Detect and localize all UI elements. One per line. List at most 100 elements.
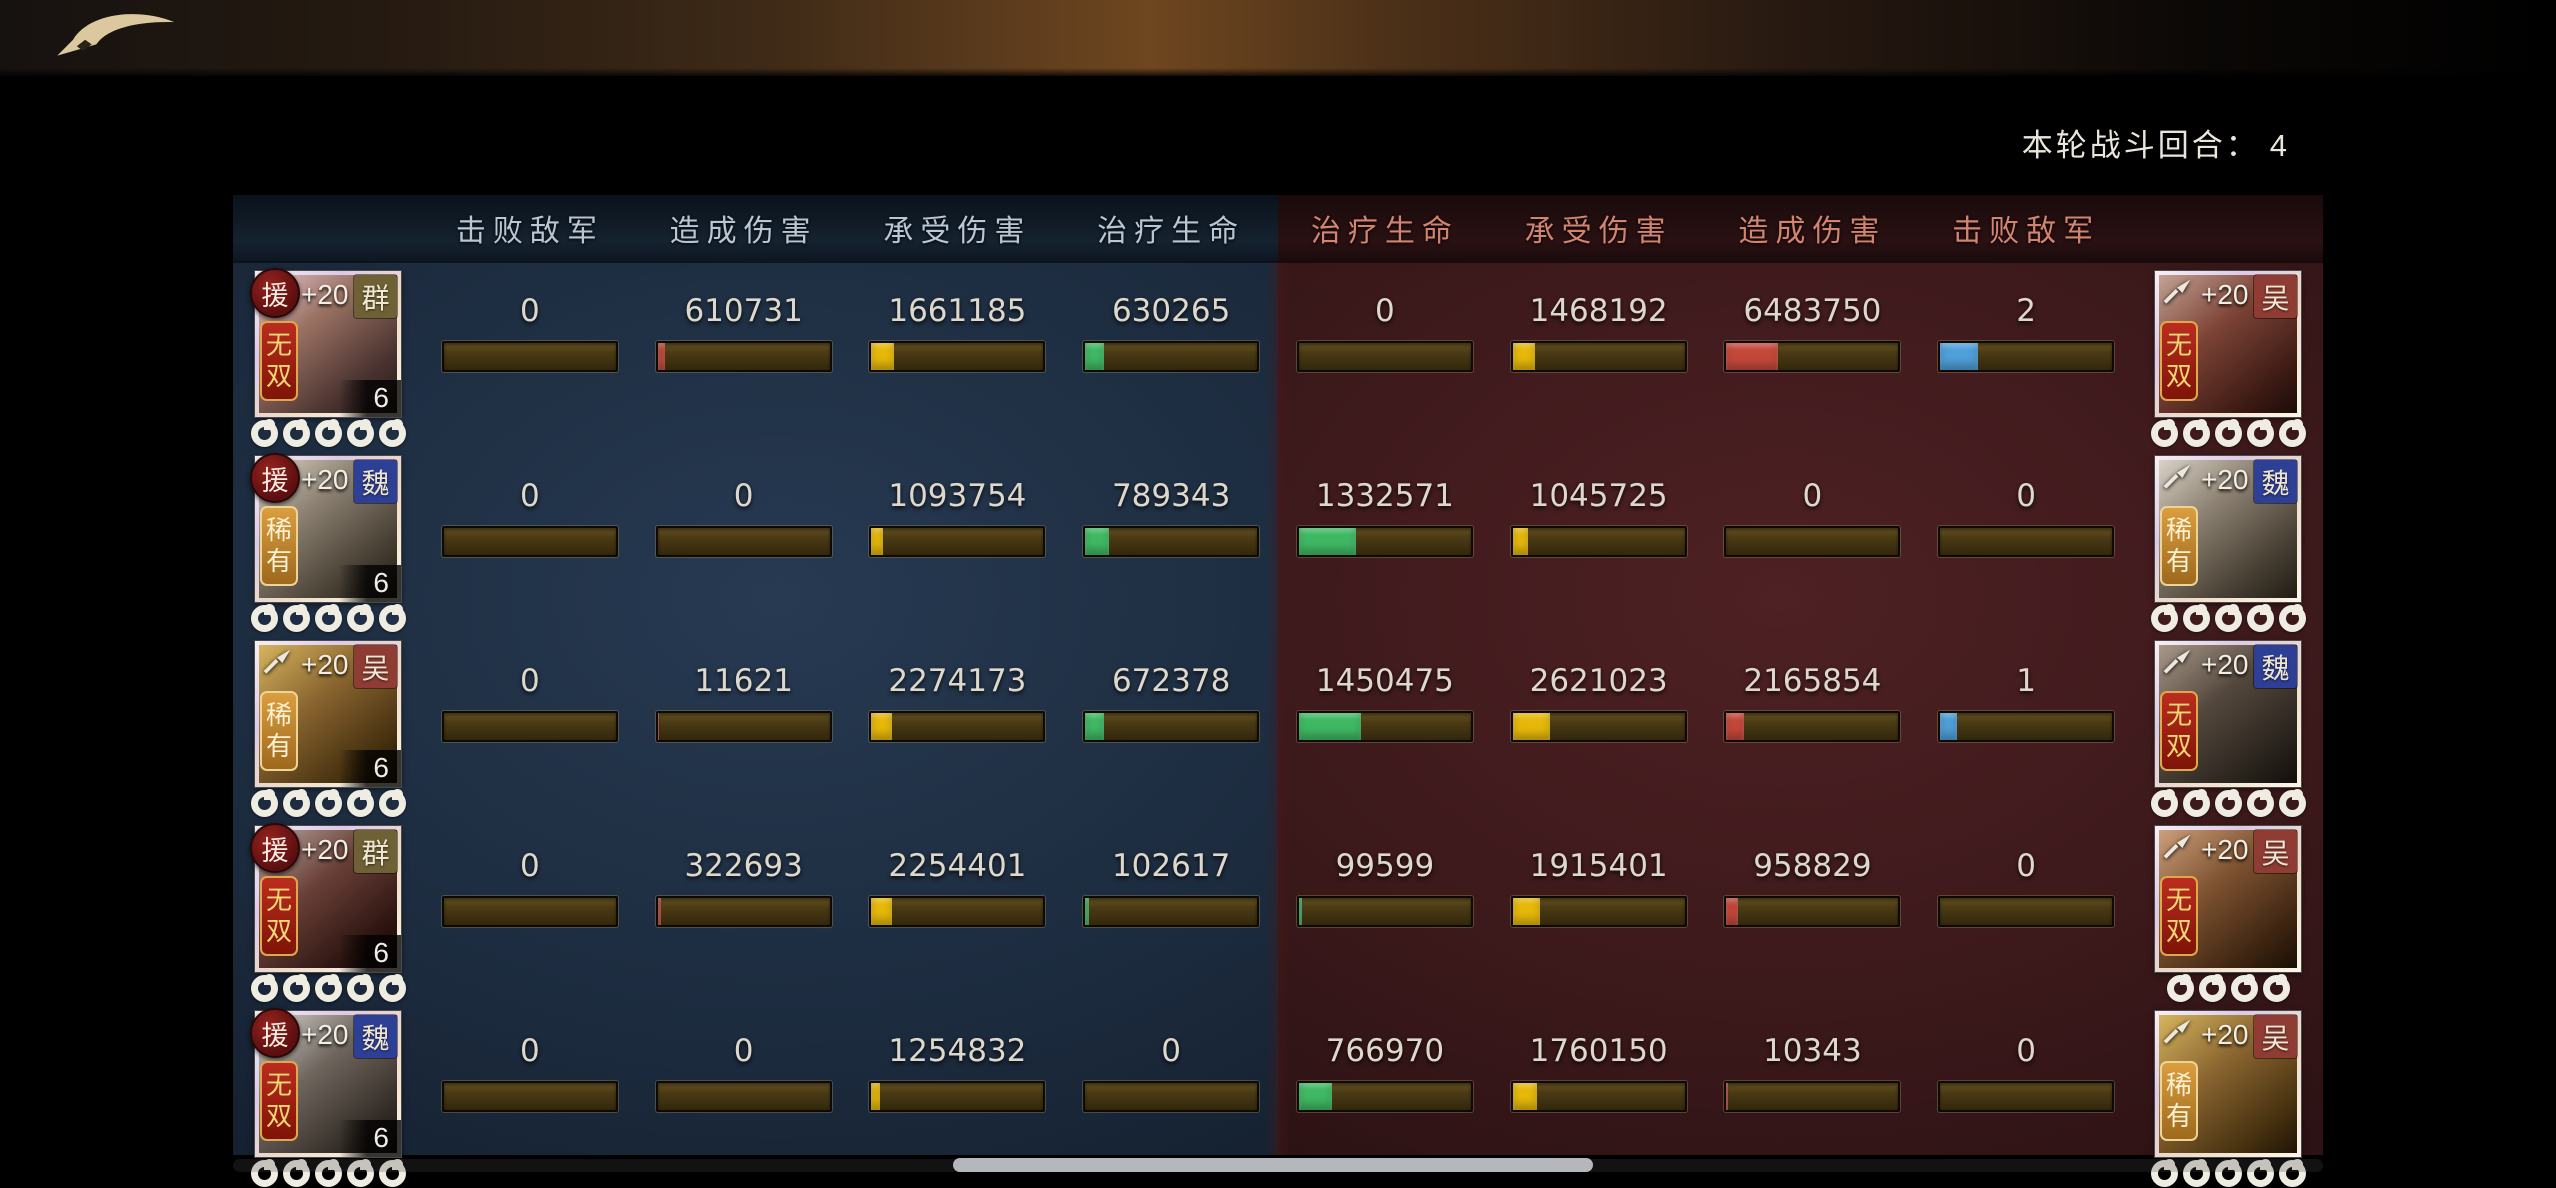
- battle-row: 援 +20 魏 稀有 稀有 6: [233, 448, 2323, 633]
- stat-bar-fill: [1940, 343, 1978, 370]
- hero-card-frame: +20 吴 稀有 稀有 6: [255, 641, 401, 787]
- round-counter-label: 本轮战斗回合：: [2021, 128, 2260, 163]
- stat-cell: 322693: [637, 818, 851, 1003]
- stat-cell: 1450475: [1278, 633, 1492, 818]
- support-badge: 援: [250, 823, 300, 873]
- back-arrow-icon: [57, 14, 175, 56]
- hero-card-frame: +20 吴 稀有 稀有: [2155, 1011, 2301, 1157]
- ally-hero-card[interactable]: 援 +20 群 无双 无双 6: [233, 818, 423, 1003]
- horizontal-scrollbar-thumb[interactable]: [953, 1158, 1593, 1172]
- dragon-icon: [2246, 604, 2274, 632]
- stat-value: 1045725: [1529, 478, 1668, 514]
- stat-bar-fill: [1726, 1083, 1729, 1110]
- axe-icon: [2163, 834, 2191, 859]
- stat-bar: [1296, 1081, 1473, 1112]
- dragon-icon: [2214, 604, 2242, 632]
- stat-bar-fill: [871, 1083, 880, 1110]
- stat-bar-fill: [871, 898, 892, 925]
- dragon-icon: [250, 974, 278, 1002]
- stat-bar: [441, 711, 618, 742]
- enhance-level: +20: [2201, 279, 2249, 310]
- stat-cell: 789343: [1064, 448, 1278, 633]
- stat-bar: [655, 711, 832, 742]
- header-damage-dealt-left: 造成伤害: [669, 215, 818, 248]
- awaken-stars: [2150, 419, 2306, 448]
- enemy-hero-card[interactable]: +20 魏 无双 无双: [2133, 633, 2323, 818]
- ally-hero-card[interactable]: +20 吴 稀有 稀有 6: [233, 633, 423, 818]
- stat-cell: 610731: [637, 263, 851, 448]
- faction-badge: 群: [354, 275, 397, 318]
- stat-bar: [1938, 341, 2115, 372]
- stat-bar-fill: [871, 713, 892, 740]
- ally-hero-card[interactable]: 援 +20 群 无双 无双 6: [233, 263, 423, 448]
- stat-bar: [655, 526, 832, 557]
- stat-cell: 0: [423, 1003, 637, 1188]
- stat-value: 958829: [1753, 848, 1872, 884]
- support-badge: 援: [250, 453, 300, 503]
- stat-bar: [655, 1081, 832, 1112]
- hero-card-frame: 援 +20 魏 无双 无双 6: [250, 1008, 401, 1157]
- stat-value: 0: [1161, 1033, 1181, 1069]
- stat-value: 99599: [1335, 848, 1435, 884]
- awaken-stars: [2150, 789, 2306, 818]
- dragon-icon: [282, 419, 310, 447]
- stat-cell: 0: [423, 448, 637, 633]
- stat-value: 0: [520, 848, 540, 884]
- stat-cell: 2274173: [851, 633, 1065, 818]
- enemy-hero-card[interactable]: +20 吴 无双 无双: [2133, 818, 2323, 1003]
- stat-bar: [1083, 896, 1260, 927]
- enemy-hero-card[interactable]: +20 吴 稀有 稀有: [2133, 1003, 2323, 1188]
- enemy-hero-card[interactable]: +20 吴 无双 无双: [2133, 263, 2323, 448]
- support-badge-label: 援: [261, 835, 289, 866]
- dragon-icon: [314, 789, 342, 817]
- back-button[interactable]: [48, 8, 178, 66]
- stat-value: 0: [2016, 848, 2036, 884]
- stat-value: 630265: [1111, 293, 1231, 329]
- stat-value: 789343: [1111, 478, 1231, 514]
- stat-cell: 2621023: [1492, 633, 1706, 818]
- stat-bar: [441, 896, 618, 927]
- stat-bar: [441, 1081, 618, 1112]
- ally-stats: 0 322693 2254401: [423, 818, 1278, 1003]
- stat-bar: [655, 341, 832, 372]
- stat-value: 1: [2016, 663, 2036, 699]
- enhance-level: +20: [301, 649, 349, 680]
- stat-bar: [1510, 1081, 1687, 1112]
- rarity-tag: 无双: [260, 876, 298, 957]
- stat-bar-fill: [1298, 898, 1303, 925]
- awaken-stars: [250, 974, 406, 1003]
- stat-cell: 0: [423, 633, 637, 818]
- enemy-hero-card[interactable]: +20 魏 稀有 稀有: [2133, 448, 2323, 633]
- stat-bar: [1296, 711, 1473, 742]
- dragon-icon: [2246, 789, 2274, 817]
- enhance-level: +20: [301, 279, 349, 310]
- stat-value: 2621023: [1529, 663, 1668, 699]
- dragon-icon: [378, 789, 406, 817]
- stat-cell: 0: [637, 1003, 851, 1188]
- ally-headers: 击败敌军 造成伤害 承受伤害 治疗生命: [233, 195, 1278, 261]
- ally-stats: 0 0 1093754: [423, 448, 1278, 633]
- hero-card-frame: 援 +20 群 无双 无双 6: [250, 268, 401, 417]
- ally-hero-card[interactable]: 援 +20 魏 稀有 稀有 6: [233, 448, 423, 633]
- stat-cell: 1: [1919, 633, 2133, 818]
- stat-cell: 0: [1278, 263, 1492, 448]
- stat-value: 102617: [1111, 848, 1231, 884]
- stat-value: 0: [733, 478, 754, 514]
- faction-badge: 吴: [2254, 830, 2297, 873]
- stat-bar: [655, 896, 832, 927]
- stat-bar: [1510, 526, 1687, 557]
- stat-value: 2274173: [888, 663, 1027, 699]
- stat-bar-fill: [1085, 713, 1105, 740]
- hero-card-frame: +20 吴 无双 无双: [2155, 271, 2301, 417]
- stat-cell: 766970: [1278, 1003, 1492, 1188]
- faction-badge: 魏: [354, 1015, 397, 1058]
- stat-value: 1915401: [1529, 848, 1668, 884]
- stat-value: 2165854: [1743, 663, 1882, 699]
- dragon-icon: [2278, 604, 2306, 632]
- stat-bar-fill: [1085, 343, 1105, 370]
- enhance-level: +20: [2201, 464, 2249, 495]
- stat-cell: 1254832: [851, 1003, 1065, 1188]
- dragon-icon: [2214, 789, 2242, 817]
- stat-value: 1468192: [1529, 293, 1668, 329]
- sword-icon: [2163, 1019, 2191, 1044]
